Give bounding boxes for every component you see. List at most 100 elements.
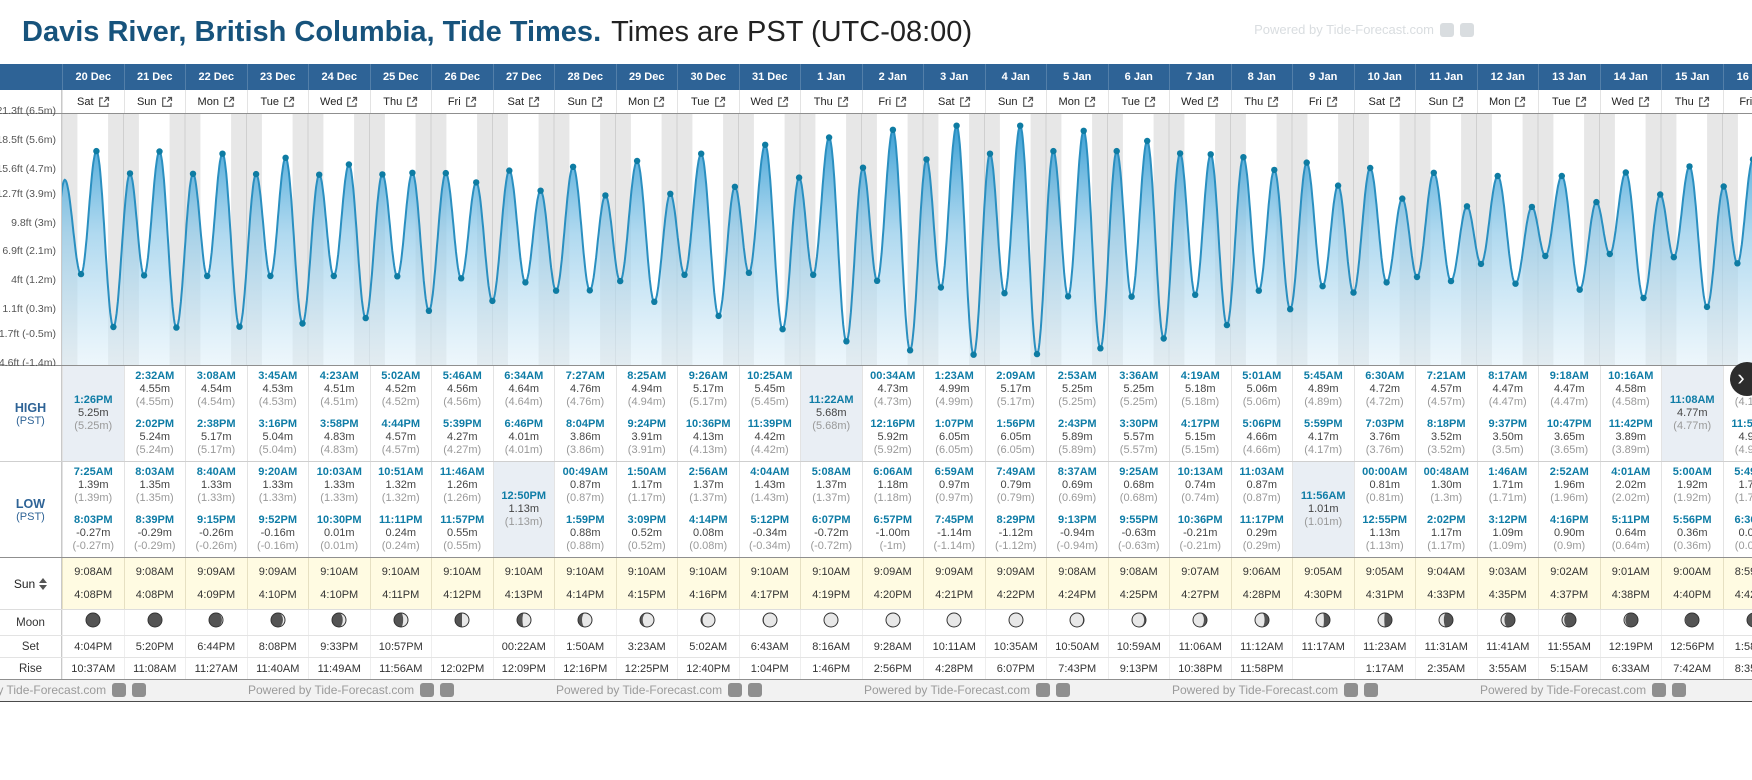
expand-day-icon[interactable] xyxy=(837,96,849,108)
tide-time: 5:11PM xyxy=(1611,514,1650,526)
tide-time: 11:46AM xyxy=(439,466,485,478)
tide-height: 1.30m xyxy=(1430,479,1462,491)
expand-day-icon[interactable] xyxy=(1452,96,1464,108)
moon-phase-icon xyxy=(1745,611,1752,634)
high-tide-cell: 6:30AM 4.72m (4.72m) 7:03PM 3.76m (3.76m) xyxy=(1353,366,1415,461)
tide-time: 9:15PM xyxy=(196,514,236,526)
sun-times-cell: 9:08AM 4:08PM xyxy=(62,558,124,609)
tide-event: 2:02PM 5.24m (5.24m) xyxy=(125,418,186,457)
expand-day-icon[interactable] xyxy=(1207,96,1219,108)
expand-day-icon[interactable] xyxy=(1514,96,1526,108)
tide-time: 6:57PM xyxy=(873,514,913,526)
expand-day-icon[interactable] xyxy=(1144,96,1156,108)
tide-height: 4.17m xyxy=(1307,431,1339,443)
tide-height: 5.24m xyxy=(139,431,171,443)
expand-day-icon[interactable] xyxy=(714,96,726,108)
tide-height: 5.92m xyxy=(877,431,909,443)
expand-day-icon[interactable] xyxy=(1389,96,1401,108)
watermark-badge-icon xyxy=(1036,683,1051,697)
expand-day-icon[interactable] xyxy=(1267,96,1279,108)
expand-day-icon[interactable] xyxy=(223,96,235,108)
tide-event: 12:16PM 5.92m (5.92m) xyxy=(863,418,924,457)
tide-height-secondary: (4.01m) xyxy=(504,444,543,456)
expand-day-icon[interactable] xyxy=(1575,96,1587,108)
tide-height-secondary: (1.92m) xyxy=(1673,492,1712,504)
tide-height-secondary: (-1m) xyxy=(879,540,906,552)
expand-day-icon[interactable] xyxy=(1638,96,1650,108)
tide-event: 1:07PM 6.05m (6.05m) xyxy=(924,418,985,457)
expand-day-icon[interactable] xyxy=(283,96,295,108)
scroll-right-button[interactable]: › xyxy=(1730,362,1752,396)
date-header: 6 Jan xyxy=(1107,64,1170,90)
tide-height: -0.72m xyxy=(814,527,849,539)
tide-time: 10:36PM xyxy=(1177,514,1223,526)
low-tide-cell: 11:03AM 0.87m (0.87m) 11:17PM 0.29m (0.29m) xyxy=(1230,462,1292,557)
weekday-cell: Tue xyxy=(677,90,739,113)
sunrise-time: 9:06AM xyxy=(1242,566,1281,579)
expand-day-icon[interactable] xyxy=(1698,96,1710,108)
expand-day-icon[interactable] xyxy=(1022,96,1034,108)
sun-times-cell: 9:03AM 4:35PM xyxy=(1476,558,1538,609)
y-axis: 21.3ft (6.5m) 18.5ft (5.6m) 15.6ft (4.7m) 1… xyxy=(0,105,62,369)
tide-height-secondary: (-1.14m) xyxy=(933,540,976,552)
expand-day-icon[interactable] xyxy=(895,96,907,108)
low-tide-cell: 00:00AM 0.81m (0.81m) 12:55PM 1.13m (1.13m) xyxy=(1353,462,1415,557)
tide-event: 9:20AM 1.33m (1.33m) xyxy=(248,466,309,505)
moon-phase-icon xyxy=(1437,611,1455,634)
expand-day-icon[interactable] xyxy=(346,96,358,108)
moon-row-label: Moon xyxy=(0,610,62,635)
expand-day-icon[interactable] xyxy=(959,96,971,108)
expand-day-icon[interactable] xyxy=(98,96,110,108)
low-tide-cell: 12:50PM 1.13m (1.13m) xyxy=(492,462,554,557)
moonset-time: 6:44PM xyxy=(185,636,247,657)
weekday-label: Mon xyxy=(197,95,219,108)
high-tide-cell: 11:22AM 5.68m (5.68m) xyxy=(800,366,862,461)
tide-height-secondary: (1.32m) xyxy=(381,492,420,504)
expand-day-icon[interactable] xyxy=(528,96,540,108)
moonset-time: 10:35AM xyxy=(984,636,1047,657)
moon-cell xyxy=(738,610,801,635)
tide-event: 2:52AM 1.96m (1.96m) xyxy=(1539,466,1600,505)
tide-height-secondary: (5.92m) xyxy=(873,444,912,456)
tide-height: 0.69m xyxy=(1061,479,1093,491)
expand-day-icon[interactable] xyxy=(1326,96,1338,108)
tide-height-secondary: (4.66m) xyxy=(1242,444,1281,456)
sunset-time: 4:22PM xyxy=(996,588,1035,601)
low-tide-row: LOW (PST) 7:25AM 1.39m (1.39m) 8:03PM -0.27m… xyxy=(0,462,1752,558)
tide-height-secondary: (0.81m) xyxy=(1365,492,1404,504)
tide-time: 10:16AM xyxy=(1608,370,1654,382)
expand-day-icon[interactable] xyxy=(406,96,418,108)
high-tide-cell: 5:02AM 4.52m (4.52m) 4:44PM 4.57m (4.57m) xyxy=(369,366,431,461)
weekday-cell: Sun xyxy=(554,90,616,113)
tide-event: 1:23AM 4.99m (4.99m) xyxy=(924,370,985,409)
tide-height: 0.88m xyxy=(569,527,601,539)
expand-day-icon[interactable] xyxy=(653,96,665,108)
moonset-time: 11:12AM xyxy=(1230,636,1293,657)
weekday-label: Fri xyxy=(1308,95,1322,108)
weekday-label: Fri xyxy=(878,95,892,108)
tide-event: 8:25AM 4.94m (4.94m) xyxy=(617,370,678,409)
moon-phase-icon xyxy=(146,611,164,634)
tide-time: 6:07PM xyxy=(811,514,851,526)
sunrise-sunset-arrows-icon xyxy=(39,577,48,590)
watermark-text: Powered by Tide-Forecast.com xyxy=(1480,683,1647,697)
expand-day-icon[interactable] xyxy=(591,96,603,108)
tide-event: 10:51AM 1.32m (1.32m) xyxy=(371,466,432,505)
tide-event: 8:37AM 0.69m (0.69m) xyxy=(1047,466,1108,505)
sunset-time: 4:10PM xyxy=(258,588,297,601)
high-tide-cell: 2:09AM 5.17m (5.17m) 1:56PM 6.05m (6.05m) xyxy=(984,366,1046,461)
expand-day-icon[interactable] xyxy=(777,96,789,108)
tide-height: 0.08m xyxy=(692,527,724,539)
tide-time: 1:07PM xyxy=(934,418,974,430)
tide-height: 0.29m xyxy=(1246,527,1278,539)
tide-time: 12:50PM xyxy=(501,490,547,502)
expand-day-icon[interactable] xyxy=(465,96,477,108)
tide-height: 5.17m xyxy=(1000,383,1032,395)
y-axis-label: 9.8ft (3m) xyxy=(11,216,56,229)
tide-height-secondary: (2.02m) xyxy=(1611,492,1650,504)
sun-times-cell: 9:07AM 4:27PM xyxy=(1169,558,1231,609)
expand-day-icon[interactable] xyxy=(1084,96,1096,108)
tide-height-secondary: (-0.94m) xyxy=(1056,540,1099,552)
sunset-time: 4:19PM xyxy=(812,588,851,601)
expand-day-icon[interactable] xyxy=(161,96,173,108)
